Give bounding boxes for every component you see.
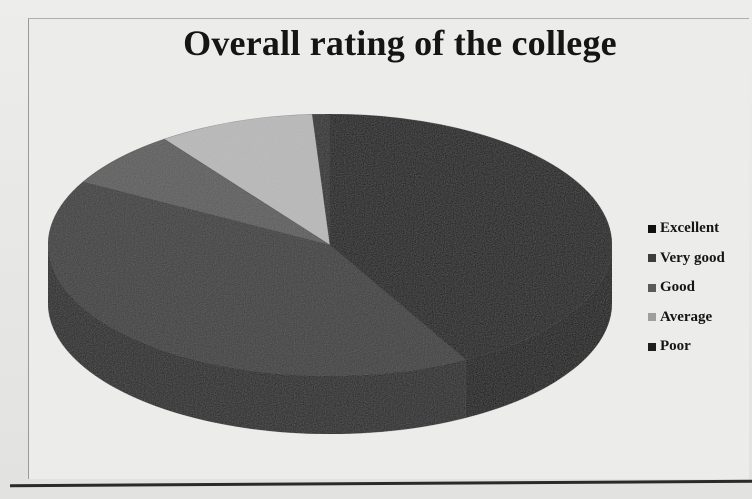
pie-top	[47, 113, 613, 377]
chart-title: Overall rating of the college	[183, 23, 617, 63]
legend-label-good: Good	[660, 279, 696, 296]
legend-label-average: Average	[660, 308, 713, 325]
legend-item-average: Average	[648, 303, 752, 333]
legend-item-poor: Poor	[648, 332, 752, 362]
pie-slice-very-good	[47, 181, 467, 377]
pie-slice-poor	[311, 113, 331, 246]
legend-item-very-good: Very good	[648, 244, 752, 274]
legend-label-very-good: Very good	[660, 249, 725, 266]
legend-swatch-very-good	[648, 254, 656, 263]
legend-swatch-excellent	[648, 224, 656, 233]
legend-swatch-good	[648, 283, 656, 292]
legend-swatch-poor	[648, 342, 656, 351]
legend-label-poor: Poor	[660, 338, 691, 355]
legend-label-excellent: Excellent	[660, 220, 720, 237]
pie-slice-good	[82, 138, 331, 246]
legend-item-excellent: Excellent	[648, 214, 752, 244]
pie-slice-excellent	[329, 113, 613, 361]
legend: Excellent Very good Good Average Poor	[648, 214, 752, 362]
legend-swatch-average	[648, 313, 656, 322]
pie-slice-average	[163, 113, 331, 246]
legend-item-good: Good	[648, 273, 752, 303]
